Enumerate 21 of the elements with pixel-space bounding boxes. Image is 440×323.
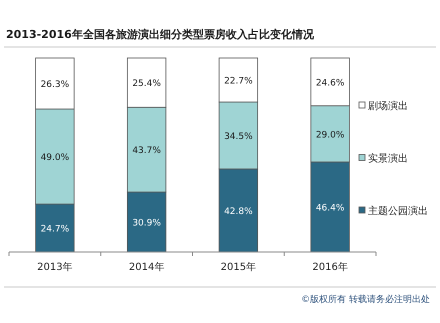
data-label: 25.4% <box>132 79 162 90</box>
data-label: 24.7% <box>40 224 70 235</box>
x-tick-label: 2014年 <box>128 261 164 273</box>
legend-label: 主题公园演出 <box>368 205 428 217</box>
data-label: 42.8% <box>224 206 254 217</box>
data-label: 26.3% <box>40 80 70 90</box>
data-label: 30.9% <box>132 218 162 229</box>
data-label: 22.7% <box>224 76 254 87</box>
data-label: 43.7% <box>132 146 162 156</box>
data-label: 34.5% <box>224 132 254 142</box>
data-label: 46.4% <box>316 203 345 214</box>
legend-label: 剧场演出 <box>368 100 408 112</box>
legend-label: 实景演出 <box>368 152 408 164</box>
data-label: 29.0% <box>316 130 345 140</box>
text: ©版权所有 转载请务必注明出处 <box>301 294 430 305</box>
x-tick-label: 2013年 <box>37 261 73 273</box>
x-tick-label: 2016年 <box>312 261 348 273</box>
title: 2013-2016年全国各旅游演出细分类型票房收入占比变化情况 <box>6 28 314 41</box>
data-label: 49.0% <box>40 153 70 164</box>
x-tick-label: 2015年 <box>220 261 256 273</box>
data-label: 24.6% <box>316 78 345 88</box>
